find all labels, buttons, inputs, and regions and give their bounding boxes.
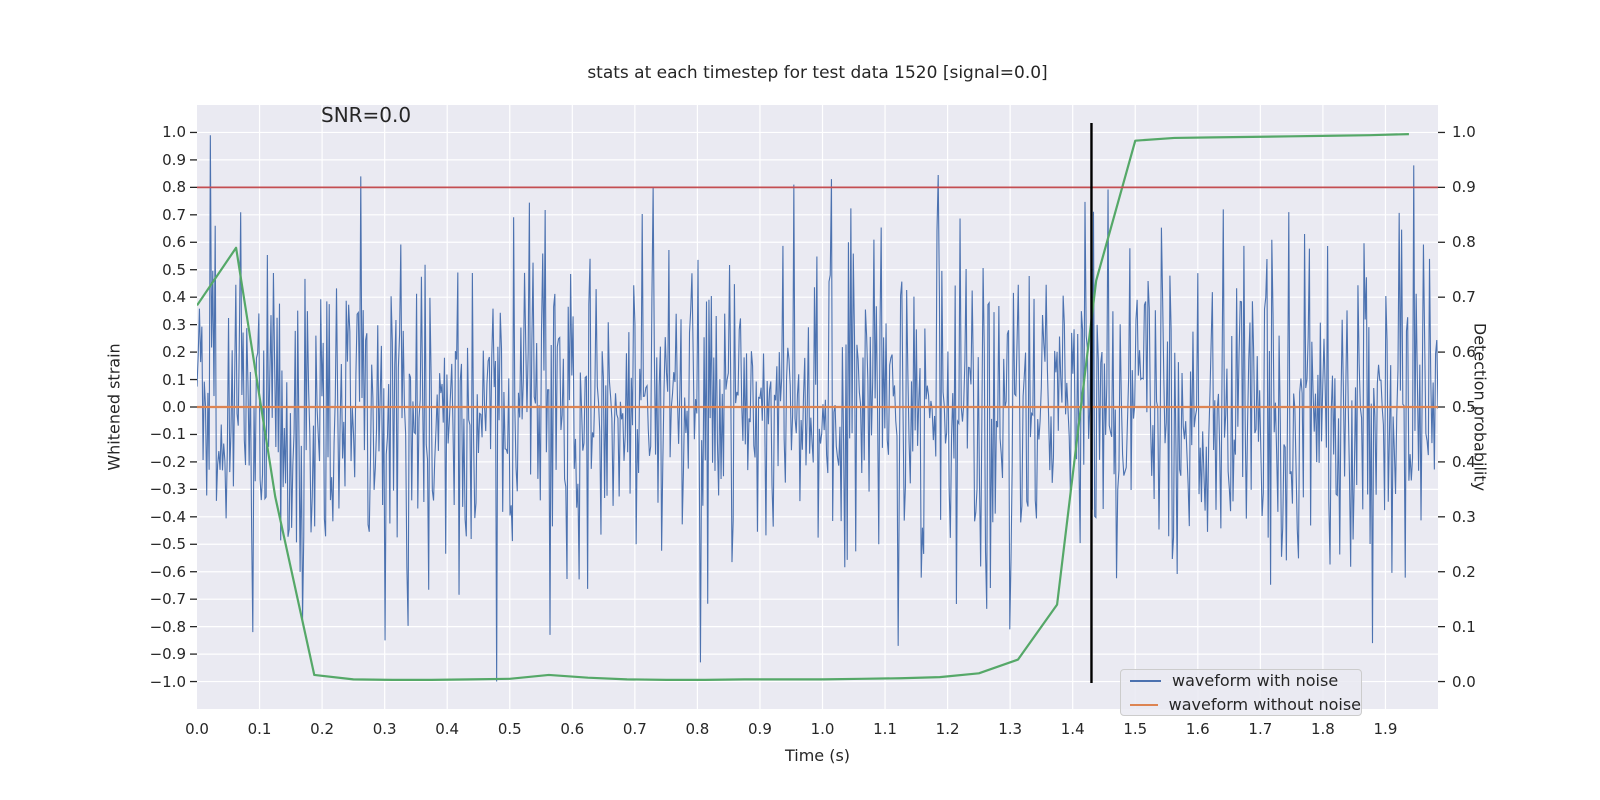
y-left-tick-label: −0.7 [149,590,186,609]
y-left-tick-label: 0.5 [162,260,186,279]
x-tick-label: 0.7 [622,720,647,738]
y-left-tick-label: −0.8 [149,617,186,636]
y-left-tick-label: 0.1 [162,370,186,389]
legend-label: waveform with noise [1172,671,1339,690]
legend-line-sample-blue [1130,679,1161,682]
y-right-tick-label: 0.1 [1452,617,1476,636]
y-left-tick-label: 0.8 [162,178,186,197]
x-tick-label: 1.0 [810,720,835,738]
y-left-tick-label: −0.5 [149,535,186,554]
y-right-tick-label: 0.5 [1452,398,1476,416]
x-tick-label: 1.2 [935,720,960,738]
legend-item-noise: waveform with noise [1130,671,1361,690]
x-axis-label: Time (s) [784,746,851,765]
y-right-tick-label: 1.0 [1452,123,1476,142]
x-tick-label: 1.1 [873,720,897,738]
detection-probability-line [197,133,1409,682]
y-right-tick-label: 0.3 [1452,507,1476,526]
legend-label: waveform without noise [1168,695,1361,714]
x-tick-label: 0.3 [372,720,397,738]
noise-waveform-line [197,135,1438,682]
x-tick-label: 0.1 [247,720,272,738]
y-right-tick-label: 0.7 [1452,288,1476,307]
y-left-tick-label: −0.6 [149,562,186,581]
legend-item-clean: waveform without noise [1130,695,1361,714]
y-left-tick-label: 0.9 [162,150,186,169]
y-left-tick-label: 0.7 [162,205,186,224]
x-tick-label: 0.5 [497,720,522,738]
y-left-tick-label: −0.9 [149,645,186,664]
x-tick-label: 1.7 [1248,720,1273,738]
y-left-tick-label: 0.0 [162,398,186,416]
x-tick-label: 0.0 [185,720,209,738]
x-tick-label: 1.5 [1123,720,1148,738]
y-right-tick-label: 0.9 [1452,178,1476,197]
y-right-tick-label: 0.6 [1452,343,1476,362]
x-tick-label: 0.4 [435,720,460,738]
snr-annotation: SNR=0.0 [321,103,412,127]
x-tick-label: 0.6 [560,720,585,738]
y-left-tick-label: 0.6 [162,233,186,252]
x-tick-label: 1.8 [1310,720,1335,738]
y-right-tick-label: 0.8 [1452,233,1476,252]
legend-line-sample-orange [1130,703,1158,706]
x-tick-label: 1.9 [1373,720,1398,738]
x-tick-label: 1.6 [1185,720,1210,738]
y-left-tick-label: −0.2 [149,452,186,471]
y-right-tick-label: 0.4 [1452,452,1476,471]
x-tick-label: 0.8 [685,720,710,738]
y-left-tick-label: −0.1 [149,425,186,444]
legend: waveform with noise waveform without noi… [1120,669,1362,716]
y-right-tick-label: 0.0 [1452,672,1476,691]
y-left-tick-label: 0.3 [162,315,186,334]
x-tick-label: 0.2 [310,720,335,738]
y-left-tick-label: −1.0 [149,672,186,691]
y-left-tick-label: 1.0 [162,123,186,142]
y-left-tick-label: 0.2 [162,343,186,362]
y-right-tick-label: 0.2 [1452,562,1476,581]
y-axis-label-left: Whitened strain [104,343,124,471]
y-left-tick-label: −0.4 [149,507,186,526]
chart-title: stats at each timestep for test data 152… [587,63,1048,83]
x-tick-label: 1.4 [1060,720,1085,738]
y-left-tick-label: −0.3 [149,480,186,499]
x-tick-label: 0.9 [748,720,772,738]
y-left-tick-label: 0.4 [162,288,186,307]
x-tick-label: 1.3 [998,720,1023,738]
